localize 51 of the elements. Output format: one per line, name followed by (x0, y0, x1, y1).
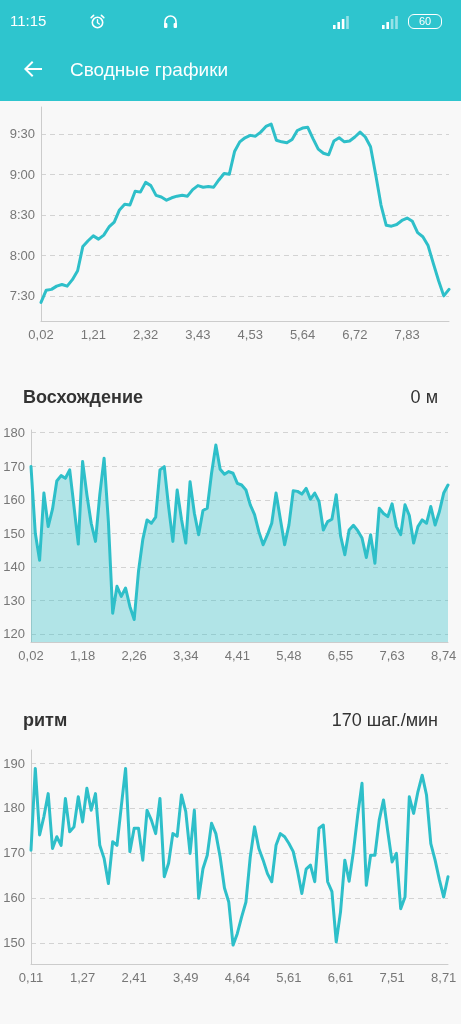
x-tick-label: 2,32 (132, 327, 159, 342)
x-tick-label: 4,53 (237, 327, 263, 342)
y-tick-label: 130 (3, 592, 25, 608)
chart-subtitle: 170 шаг./мин (331, 710, 439, 730)
x-tick-label: 8,71 (431, 970, 457, 985)
y-tick-label: 9:00 (9, 166, 35, 182)
chart-title: Сводные графики (70, 58, 229, 82)
y-tick-label: 170 (3, 845, 25, 861)
y-tick-label: 160 (3, 492, 25, 508)
y-tick-label: 9:30 (9, 126, 35, 142)
y-tick-label: 150 (3, 525, 25, 541)
x-tick-label: 2,26 (121, 648, 147, 663)
y-tick-label: 170 (3, 458, 25, 474)
y-tick-label: 160 (3, 890, 25, 906)
x-tick-label: 8,74 (431, 648, 457, 663)
chart-title: Восхождение (23, 387, 143, 407)
y-tick-label: 120 (3, 626, 25, 642)
y-tick-label: 150 (3, 935, 25, 951)
x-tick-label: 4,64 (224, 970, 251, 985)
y-tick-label: 180 (3, 800, 25, 816)
line-series (39, 122, 451, 304)
x-tick-label: 5,48 (276, 648, 302, 663)
x-tick-label: 0,11 (18, 970, 44, 985)
y-tick-label: 7:30 (9, 288, 35, 304)
x-tick-label: 5,61 (276, 970, 302, 985)
x-tick-label: 7,63 (379, 648, 405, 663)
x-tick-label: 6,72 (342, 327, 368, 342)
x-tick-label: 3,43 (185, 327, 211, 342)
y-tick-label: 180 (3, 425, 25, 441)
x-tick-label: 6,61 (327, 970, 354, 985)
x-tick-label: 4,41 (224, 648, 251, 663)
x-tick-label: 6,55 (327, 648, 354, 663)
x-tick-label: 1,27 (69, 970, 96, 985)
y-tick-label: 140 (3, 559, 25, 575)
line-series (29, 766, 450, 947)
x-tick-label: 7,83 (394, 327, 420, 342)
x-tick-label: 1,21 (80, 327, 106, 342)
x-tick-label: 2,41 (121, 970, 147, 985)
x-tick-label: 3,34 (173, 648, 199, 663)
x-tick-label: 0,02 (28, 327, 54, 342)
chart-title: ритм (23, 710, 68, 730)
y-tick-label: 8:00 (9, 247, 35, 263)
y-tick-label: 190 (3, 755, 25, 771)
x-tick-label: 7,51 (379, 970, 405, 985)
chart-subtitle: 0 м (410, 387, 438, 407)
x-tick-label: 1,18 (69, 648, 96, 663)
x-tick-label: 3,49 (173, 970, 199, 985)
y-tick-label: 8:30 (9, 207, 35, 223)
x-tick-label: 5,64 (289, 327, 316, 342)
x-tick-label: 0,02 (18, 648, 44, 663)
text: 11:15 (10, 12, 47, 30)
